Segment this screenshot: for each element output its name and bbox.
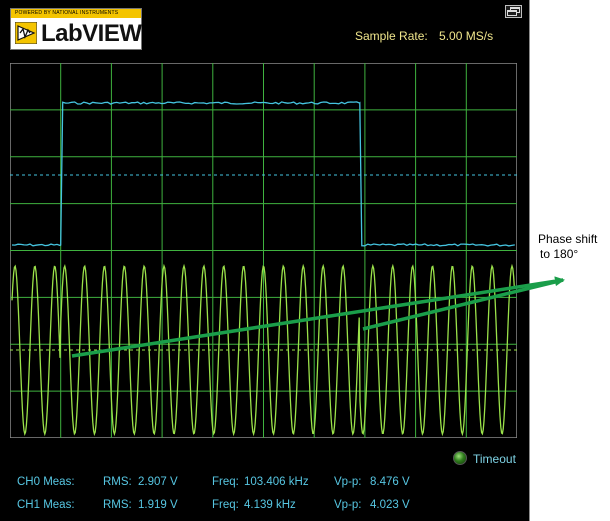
logo-banner: POWERED BY NATIONAL INSTRUMENTS bbox=[11, 9, 141, 18]
ch0-meas-label: CH0 Meas: bbox=[17, 476, 75, 488]
ch0-vpp-value: 8.476 V bbox=[370, 476, 410, 488]
ch1-meas-label: CH1 Meas: bbox=[17, 499, 75, 511]
sample-rate-label: Sample Rate: bbox=[355, 29, 428, 43]
sample-rate-readout: Sample Rate: 5.00 MS/s bbox=[355, 29, 493, 43]
ch0-rms-value: 2.907 V bbox=[138, 476, 178, 488]
ch0-vpp-label: Vp-p: bbox=[334, 476, 362, 488]
maximize-button[interactable] bbox=[505, 5, 522, 18]
ch1-freq-value: 4.139 kHz bbox=[244, 499, 296, 511]
ch0-freq-label: Freq: bbox=[212, 476, 239, 488]
ch1-freq-label: Freq: bbox=[212, 499, 239, 511]
logo-banner-text: POWERED BY NATIONAL INSTRUMENTS bbox=[15, 10, 119, 16]
oscilloscope-panel: POWERED BY NATIONAL INSTRUMENTS LabVIEW … bbox=[0, 0, 530, 521]
sample-rate-value: 5.00 MS/s bbox=[439, 29, 494, 43]
labview-logo-icon bbox=[15, 22, 37, 44]
annotation-line-2: to 180° bbox=[540, 247, 579, 261]
ch1-rms-label: RMS: bbox=[103, 499, 132, 511]
ch0-square-wave bbox=[11, 101, 515, 247]
labview-logo: POWERED BY NATIONAL INSTRUMENTS LabVIEW bbox=[10, 8, 142, 50]
ch1-vpp-label: Vp-p: bbox=[334, 499, 362, 511]
waveform-graph bbox=[10, 63, 517, 438]
timeout-label: Timeout bbox=[473, 452, 516, 466]
annotation-line-1: Phase shift bbox=[538, 232, 598, 246]
ch1-vpp-value: 4.023 V bbox=[370, 499, 410, 511]
ch1-rms-value: 1.919 V bbox=[138, 499, 178, 511]
logo-wordmark: LabVIEW bbox=[41, 20, 142, 47]
phase-shift-annotation: Phase shift to 180° bbox=[538, 232, 597, 262]
ch0-freq-value: 103.406 kHz bbox=[244, 476, 309, 488]
timeout-led-indicator bbox=[453, 451, 467, 465]
restore-icon-front bbox=[507, 10, 517, 16]
ch0-rms-label: RMS: bbox=[103, 476, 132, 488]
